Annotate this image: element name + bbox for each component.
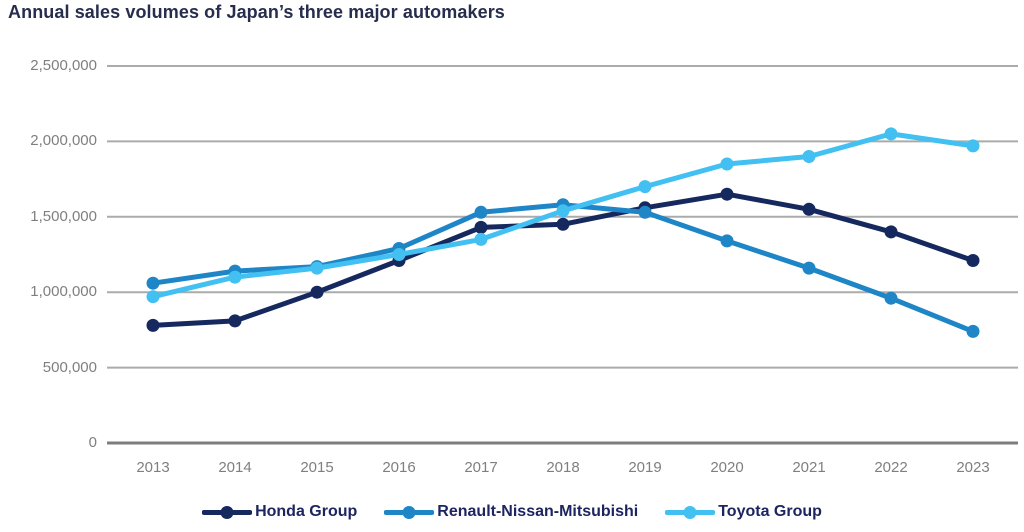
data-point (966, 324, 980, 338)
x-tick-label: 2021 (792, 459, 826, 476)
data-point (310, 285, 324, 299)
data-point (884, 291, 898, 305)
data-point (474, 220, 488, 234)
data-point (638, 180, 652, 194)
data-point (884, 225, 898, 239)
data-point (556, 217, 570, 231)
data-point (146, 290, 160, 304)
x-tick-label: 2015 (300, 459, 334, 476)
data-point (802, 202, 816, 216)
data-point (228, 270, 242, 284)
chart-title: Annual sales volumes of Japan’s three ma… (8, 2, 505, 22)
data-point (720, 157, 734, 171)
data-point (146, 276, 160, 290)
legend-marker-icon (665, 505, 716, 519)
data-point (474, 205, 488, 219)
x-tick-label: 2022 (874, 459, 908, 476)
x-tick-label: 2017 (464, 459, 498, 476)
data-point (474, 232, 488, 246)
y-tick-label: 1,500,000 (30, 207, 97, 225)
data-point (310, 261, 324, 275)
data-point (966, 254, 980, 267)
legend-item: Honda Group (202, 503, 357, 521)
legend-item: Toyota Group (665, 503, 822, 521)
legend-label: Toyota Group (718, 503, 822, 520)
y-tick-label: 1,000,000 (30, 283, 97, 301)
y-tick-label: 2,500,000 (30, 57, 97, 74)
data-point (966, 139, 980, 153)
y-tick-label: 0 (88, 434, 97, 451)
x-tick-label: 2020 (710, 459, 744, 476)
data-point (638, 205, 652, 219)
x-tick-label: 2018 (546, 459, 580, 476)
x-tick-label: 2023 (956, 459, 990, 476)
x-tick-label: 2016 (382, 459, 416, 476)
x-tick-label: 2019 (628, 459, 662, 476)
legend-marker-icon (384, 505, 435, 519)
data-point (720, 187, 734, 201)
data-point (228, 314, 242, 328)
data-point (884, 127, 898, 141)
data-point (802, 150, 816, 163)
legend-label: Honda Group (255, 503, 358, 520)
legend-item: Renault-Nissan-Mitsubishi (384, 503, 638, 521)
data-point (802, 261, 816, 275)
y-tick-label: 500,000 (42, 358, 97, 376)
data-point (146, 318, 160, 332)
data-point (392, 248, 406, 261)
x-tick-label: 2014 (218, 459, 252, 476)
legend-marker-icon (202, 505, 253, 519)
legend-label: Renault-Nissan-Mitsubishi (437, 503, 639, 520)
data-point (556, 204, 570, 218)
y-tick-label: 2,000,000 (30, 132, 97, 150)
plot-area (107, 65, 1018, 445)
x-tick-label: 2013 (136, 459, 170, 476)
data-point (720, 234, 734, 248)
legend: Honda Group Renault-Nissan-Mitsubishi Toyo… (0, 499, 1024, 525)
